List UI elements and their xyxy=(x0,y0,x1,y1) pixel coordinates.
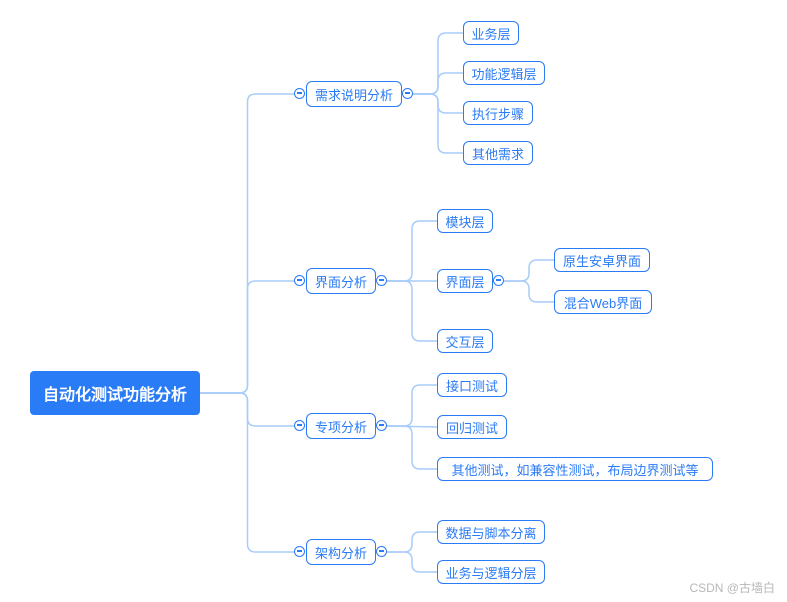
leaf-node-2-1[interactable]: 回归测试 xyxy=(437,415,507,439)
leaf-node-0-0[interactable]: 业务层 xyxy=(463,21,519,45)
leaf-node-1-1-0[interactable]: 原生安卓界面 xyxy=(554,248,650,272)
branch-node-0[interactable]: 需求说明分析 xyxy=(306,81,402,107)
leaf-node-1-0[interactable]: 模块层 xyxy=(437,209,493,233)
branch-node-3[interactable]: 架构分析 xyxy=(306,539,376,565)
toggle-branch-1-right[interactable] xyxy=(376,275,387,286)
leaf-node-3-1[interactable]: 业务与逻辑分层 xyxy=(437,560,545,584)
toggle-branch-0-left[interactable] xyxy=(294,88,305,99)
toggle-branch-1-left[interactable] xyxy=(294,275,305,286)
leaf-node-0-1[interactable]: 功能逻辑层 xyxy=(463,61,545,85)
toggle-branch-3-left[interactable] xyxy=(294,546,305,557)
leaf-node-0-3[interactable]: 其他需求 xyxy=(463,141,533,165)
toggle-branch-0-right[interactable] xyxy=(402,88,413,99)
branch-node-1[interactable]: 界面分析 xyxy=(306,268,376,294)
watermark: CSDN @古墙白 xyxy=(689,579,775,596)
leaf-node-0-2[interactable]: 执行步骤 xyxy=(463,101,533,125)
toggle-branch-3-right[interactable] xyxy=(376,546,387,557)
toggle-leaf-1-1-right[interactable] xyxy=(493,275,504,286)
leaf-node-1-2[interactable]: 交互层 xyxy=(437,329,493,353)
leaf-node-1-1-1[interactable]: 混合Web界面 xyxy=(554,290,652,314)
leaf-node-3-0[interactable]: 数据与脚本分离 xyxy=(437,520,545,544)
toggle-branch-2-right[interactable] xyxy=(376,420,387,431)
branch-node-2[interactable]: 专项分析 xyxy=(306,413,376,439)
leaf-node-2-2[interactable]: 其他测试，如兼容性测试，布局边界测试等 xyxy=(437,457,713,481)
leaf-node-1-1[interactable]: 界面层 xyxy=(437,269,493,293)
root-node[interactable]: 自动化测试功能分析 xyxy=(30,371,200,415)
leaf-node-2-0[interactable]: 接口测试 xyxy=(437,373,507,397)
toggle-branch-2-left[interactable] xyxy=(294,420,305,431)
